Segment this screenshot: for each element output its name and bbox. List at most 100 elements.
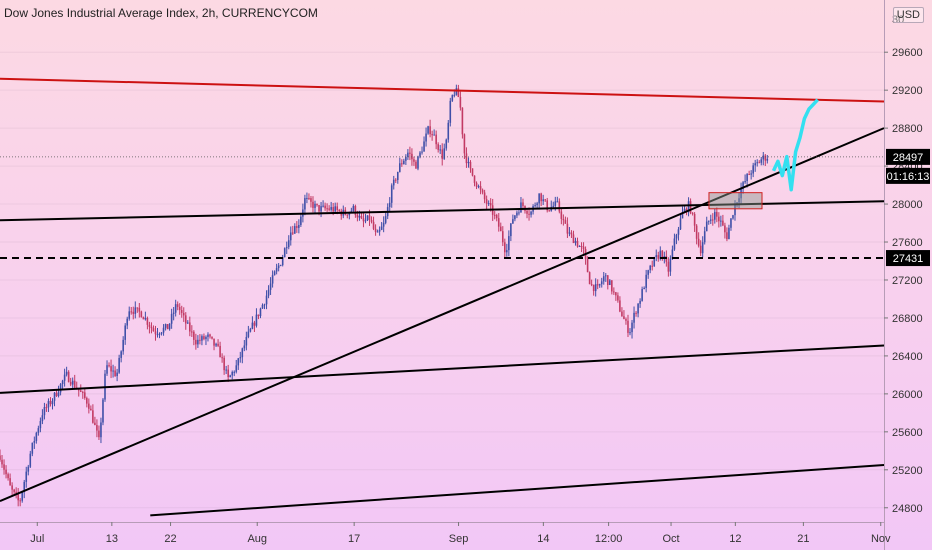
candle-body [617, 295, 619, 301]
candle-body [425, 133, 427, 142]
candle-body [538, 193, 540, 204]
candle-body [453, 94, 456, 96]
y-tick-label: 29600 [892, 47, 923, 59]
candle-body [669, 258, 672, 272]
candle-body [649, 265, 651, 271]
candle-body [501, 231, 504, 243]
candle-body [663, 256, 666, 258]
candle-body [641, 288, 643, 301]
candle-body [366, 215, 369, 221]
candle-body [182, 312, 185, 316]
candle-body [86, 397, 88, 404]
candle-body [49, 401, 52, 405]
candle-body [720, 220, 722, 222]
candle-body [582, 246, 585, 250]
candle-body [526, 210, 528, 214]
candle-body [392, 179, 395, 186]
candle-body [158, 333, 161, 335]
candle-body [170, 313, 173, 324]
candle-body [528, 213, 530, 215]
candle-body [667, 261, 670, 272]
candle-body [609, 280, 611, 285]
candle-body [25, 471, 28, 482]
x-tick-label: 12:00 [595, 533, 623, 545]
candle-body [304, 198, 306, 210]
candle-body [394, 179, 397, 181]
candle-body [235, 365, 238, 372]
candle-body [5, 469, 7, 475]
candle-body [506, 250, 508, 253]
candle-body [289, 232, 292, 241]
candle-body [96, 425, 98, 431]
candle-body [570, 232, 573, 235]
candle-body [354, 206, 357, 215]
candle-body [277, 265, 280, 269]
price-axis: 24800 25200 25600 26000 26400 26800 27200 27600… [884, 0, 923, 550]
candle-body [756, 162, 759, 164]
candle-body [3, 464, 5, 470]
candle-body [92, 410, 94, 423]
candle-body [637, 303, 639, 314]
candle-body [552, 205, 555, 208]
candle-body [443, 148, 446, 159]
candle-body [100, 422, 102, 438]
candle-body [23, 481, 26, 492]
candle-body [73, 380, 76, 388]
candle-body [724, 225, 726, 233]
candle-body [520, 202, 522, 213]
candle-body [611, 280, 613, 292]
candle-body [189, 322, 191, 332]
candle-body [471, 168, 474, 176]
candle-body [294, 226, 296, 234]
candle-body [675, 234, 678, 239]
candle-body [356, 214, 359, 218]
candle-body [548, 210, 551, 212]
candle-body [306, 197, 308, 199]
candle-body [263, 304, 266, 306]
candle-body [465, 153, 468, 164]
candle-body [57, 392, 60, 396]
candle-body [17, 494, 19, 501]
candle-body [409, 152, 411, 154]
candle-body [318, 205, 320, 212]
candle-body [633, 312, 635, 323]
candle-body [330, 207, 332, 210]
candle-body [273, 271, 276, 276]
candle-body [732, 215, 734, 219]
candle-body [572, 234, 575, 244]
candle-body [186, 322, 189, 324]
x-tick-label: 17 [348, 533, 360, 545]
candle-body [546, 200, 549, 211]
trendline-rising-support [0, 127, 885, 503]
trendline-channel-lower [0, 344, 885, 394]
candle-body [429, 126, 431, 135]
candle-body [447, 122, 450, 140]
candle-body [9, 478, 11, 486]
candle-body [130, 311, 133, 313]
candle-body [504, 242, 506, 253]
candle-body [481, 189, 484, 193]
candle-body [376, 231, 379, 233]
candle-body [754, 163, 756, 166]
candle-body [164, 324, 167, 328]
zone-box [708, 192, 763, 210]
candle-body [693, 213, 696, 226]
candle-body [679, 218, 682, 230]
candle-body [79, 390, 82, 392]
candle-body [372, 221, 375, 229]
candle-body [322, 205, 324, 207]
candle-body [81, 391, 84, 393]
candle-body [695, 225, 698, 239]
candle-body [574, 240, 577, 244]
y-tick-label: 26800 [892, 313, 923, 325]
y-tick-label: 25200 [892, 465, 923, 477]
candle-body [166, 324, 169, 330]
candle-body [148, 324, 151, 327]
candle-body [631, 322, 633, 333]
candle-body [709, 219, 712, 221]
candle-body [606, 275, 609, 285]
candle-body [455, 88, 458, 95]
currency-button[interactable]: USD [892, 7, 924, 23]
candle-body [388, 202, 391, 208]
